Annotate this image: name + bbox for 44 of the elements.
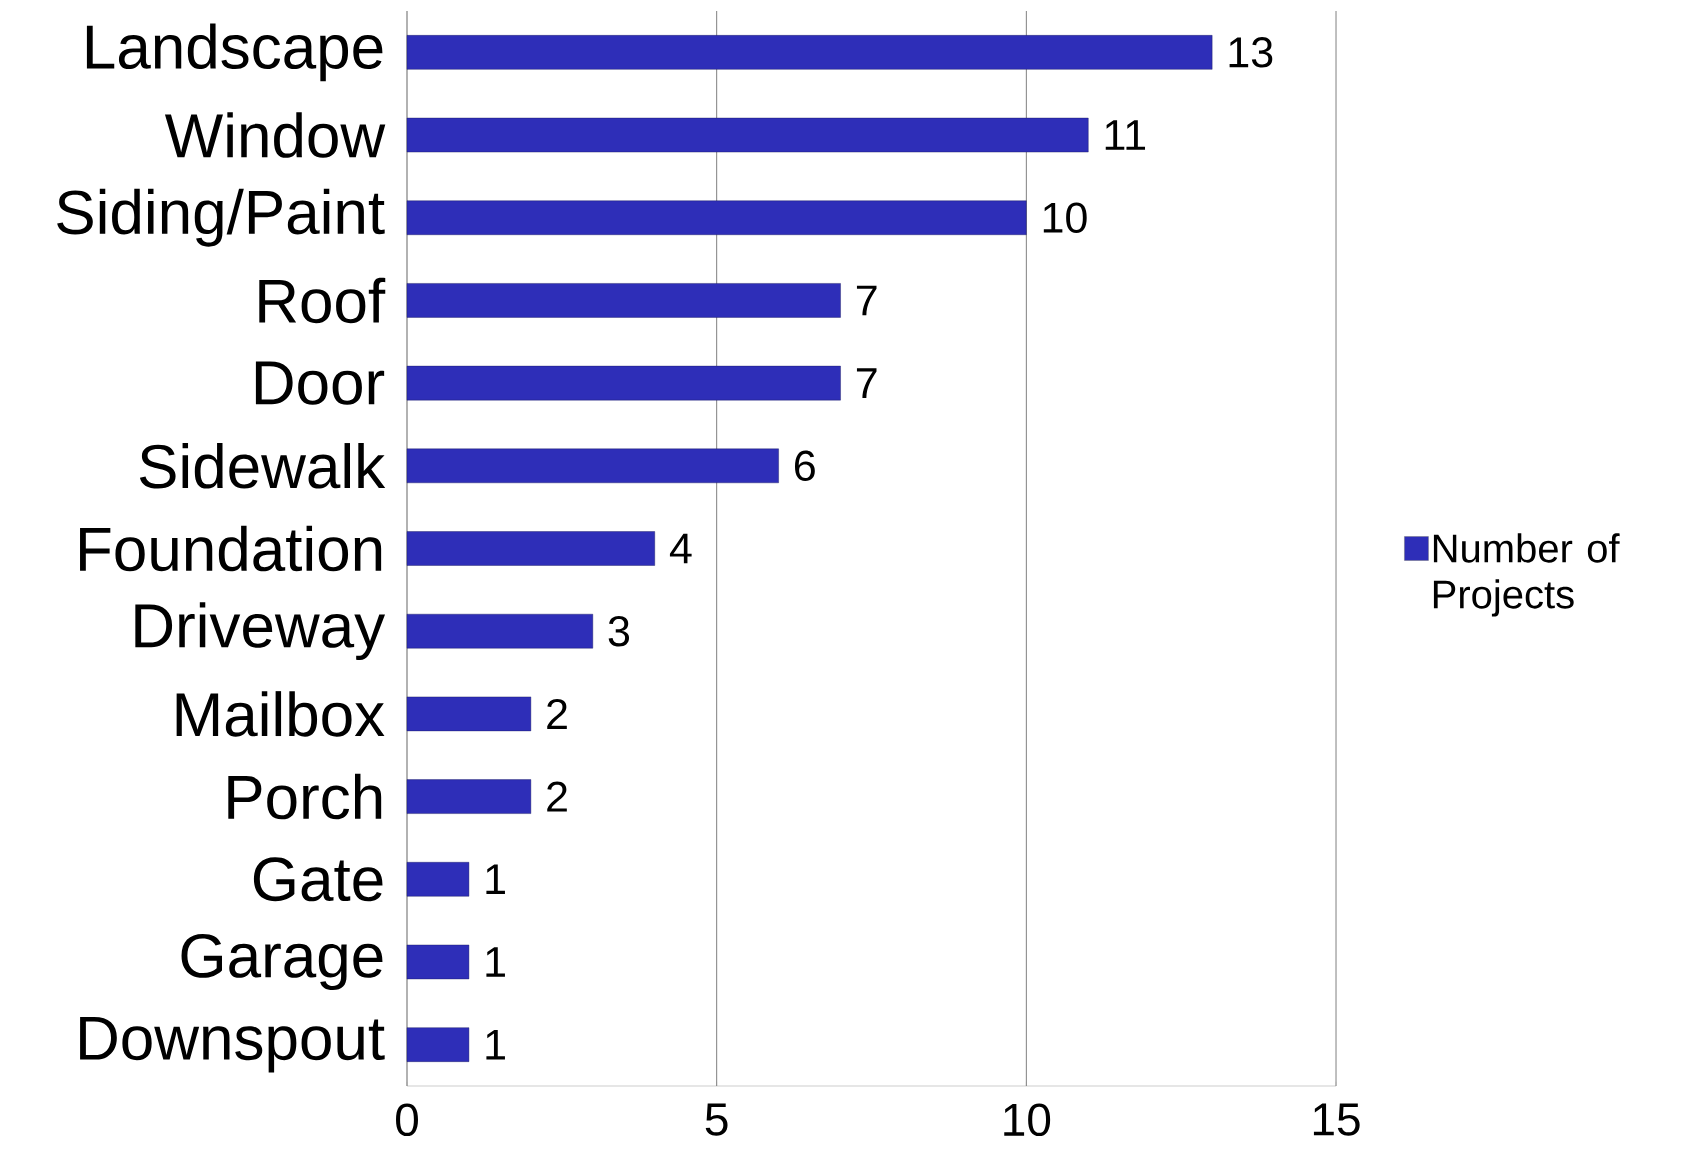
data-label: 2 [547,698,567,729]
x-tick-label: 5 [705,1103,728,1136]
bar [406,283,841,318]
x-tick-label: 0 [396,1103,418,1137]
data-label: 4 [669,533,692,564]
bar [406,1027,470,1062]
y-tick-label: Landscape [86,23,383,82]
bar [406,944,470,980]
bar [406,862,470,897]
y-tick-label: Mailbox [176,691,385,737]
bar [406,35,1213,70]
data-label: 1 [486,947,505,977]
y-tick-label: Siding/Paint [57,188,385,247]
y-tick-label: Window [164,112,386,158]
bar [406,448,779,484]
data-label: 1 [486,864,505,895]
data-label: 6 [794,450,815,482]
bar [406,779,532,814]
y-tick-label: Porch [228,773,382,820]
y-tick-label: Foundation [80,525,382,572]
data-label: 7 [856,368,877,398]
bar [406,117,1089,153]
data-label: 10 [1043,202,1087,233]
y-tick-label: Roof [259,277,386,324]
legend-label: Number of Projects [1433,533,1620,617]
y-tick-label: Downspout [80,1016,385,1073]
y-tick-label: Sidewalk [139,443,386,489]
x-tick-label: 10 [1004,1103,1051,1137]
y-tick-label: Gate [253,857,383,902]
bar [406,696,532,732]
data-label: 3 [608,615,630,647]
bar [406,365,841,401]
bar [406,531,655,566]
bar [406,200,1027,235]
data-label: 11 [1105,120,1146,150]
data-label: 13 [1229,37,1273,68]
data-label: 1 [486,1029,505,1060]
data-label: 7 [856,285,877,316]
bar [406,614,594,649]
y-tick-label: Door [255,361,385,405]
y-tick-label: Garage [181,933,383,991]
x-tick-label: 15 [1313,1103,1360,1136]
y-tick-label: Driveway [135,602,386,661]
data-label: 2 [547,781,567,812]
